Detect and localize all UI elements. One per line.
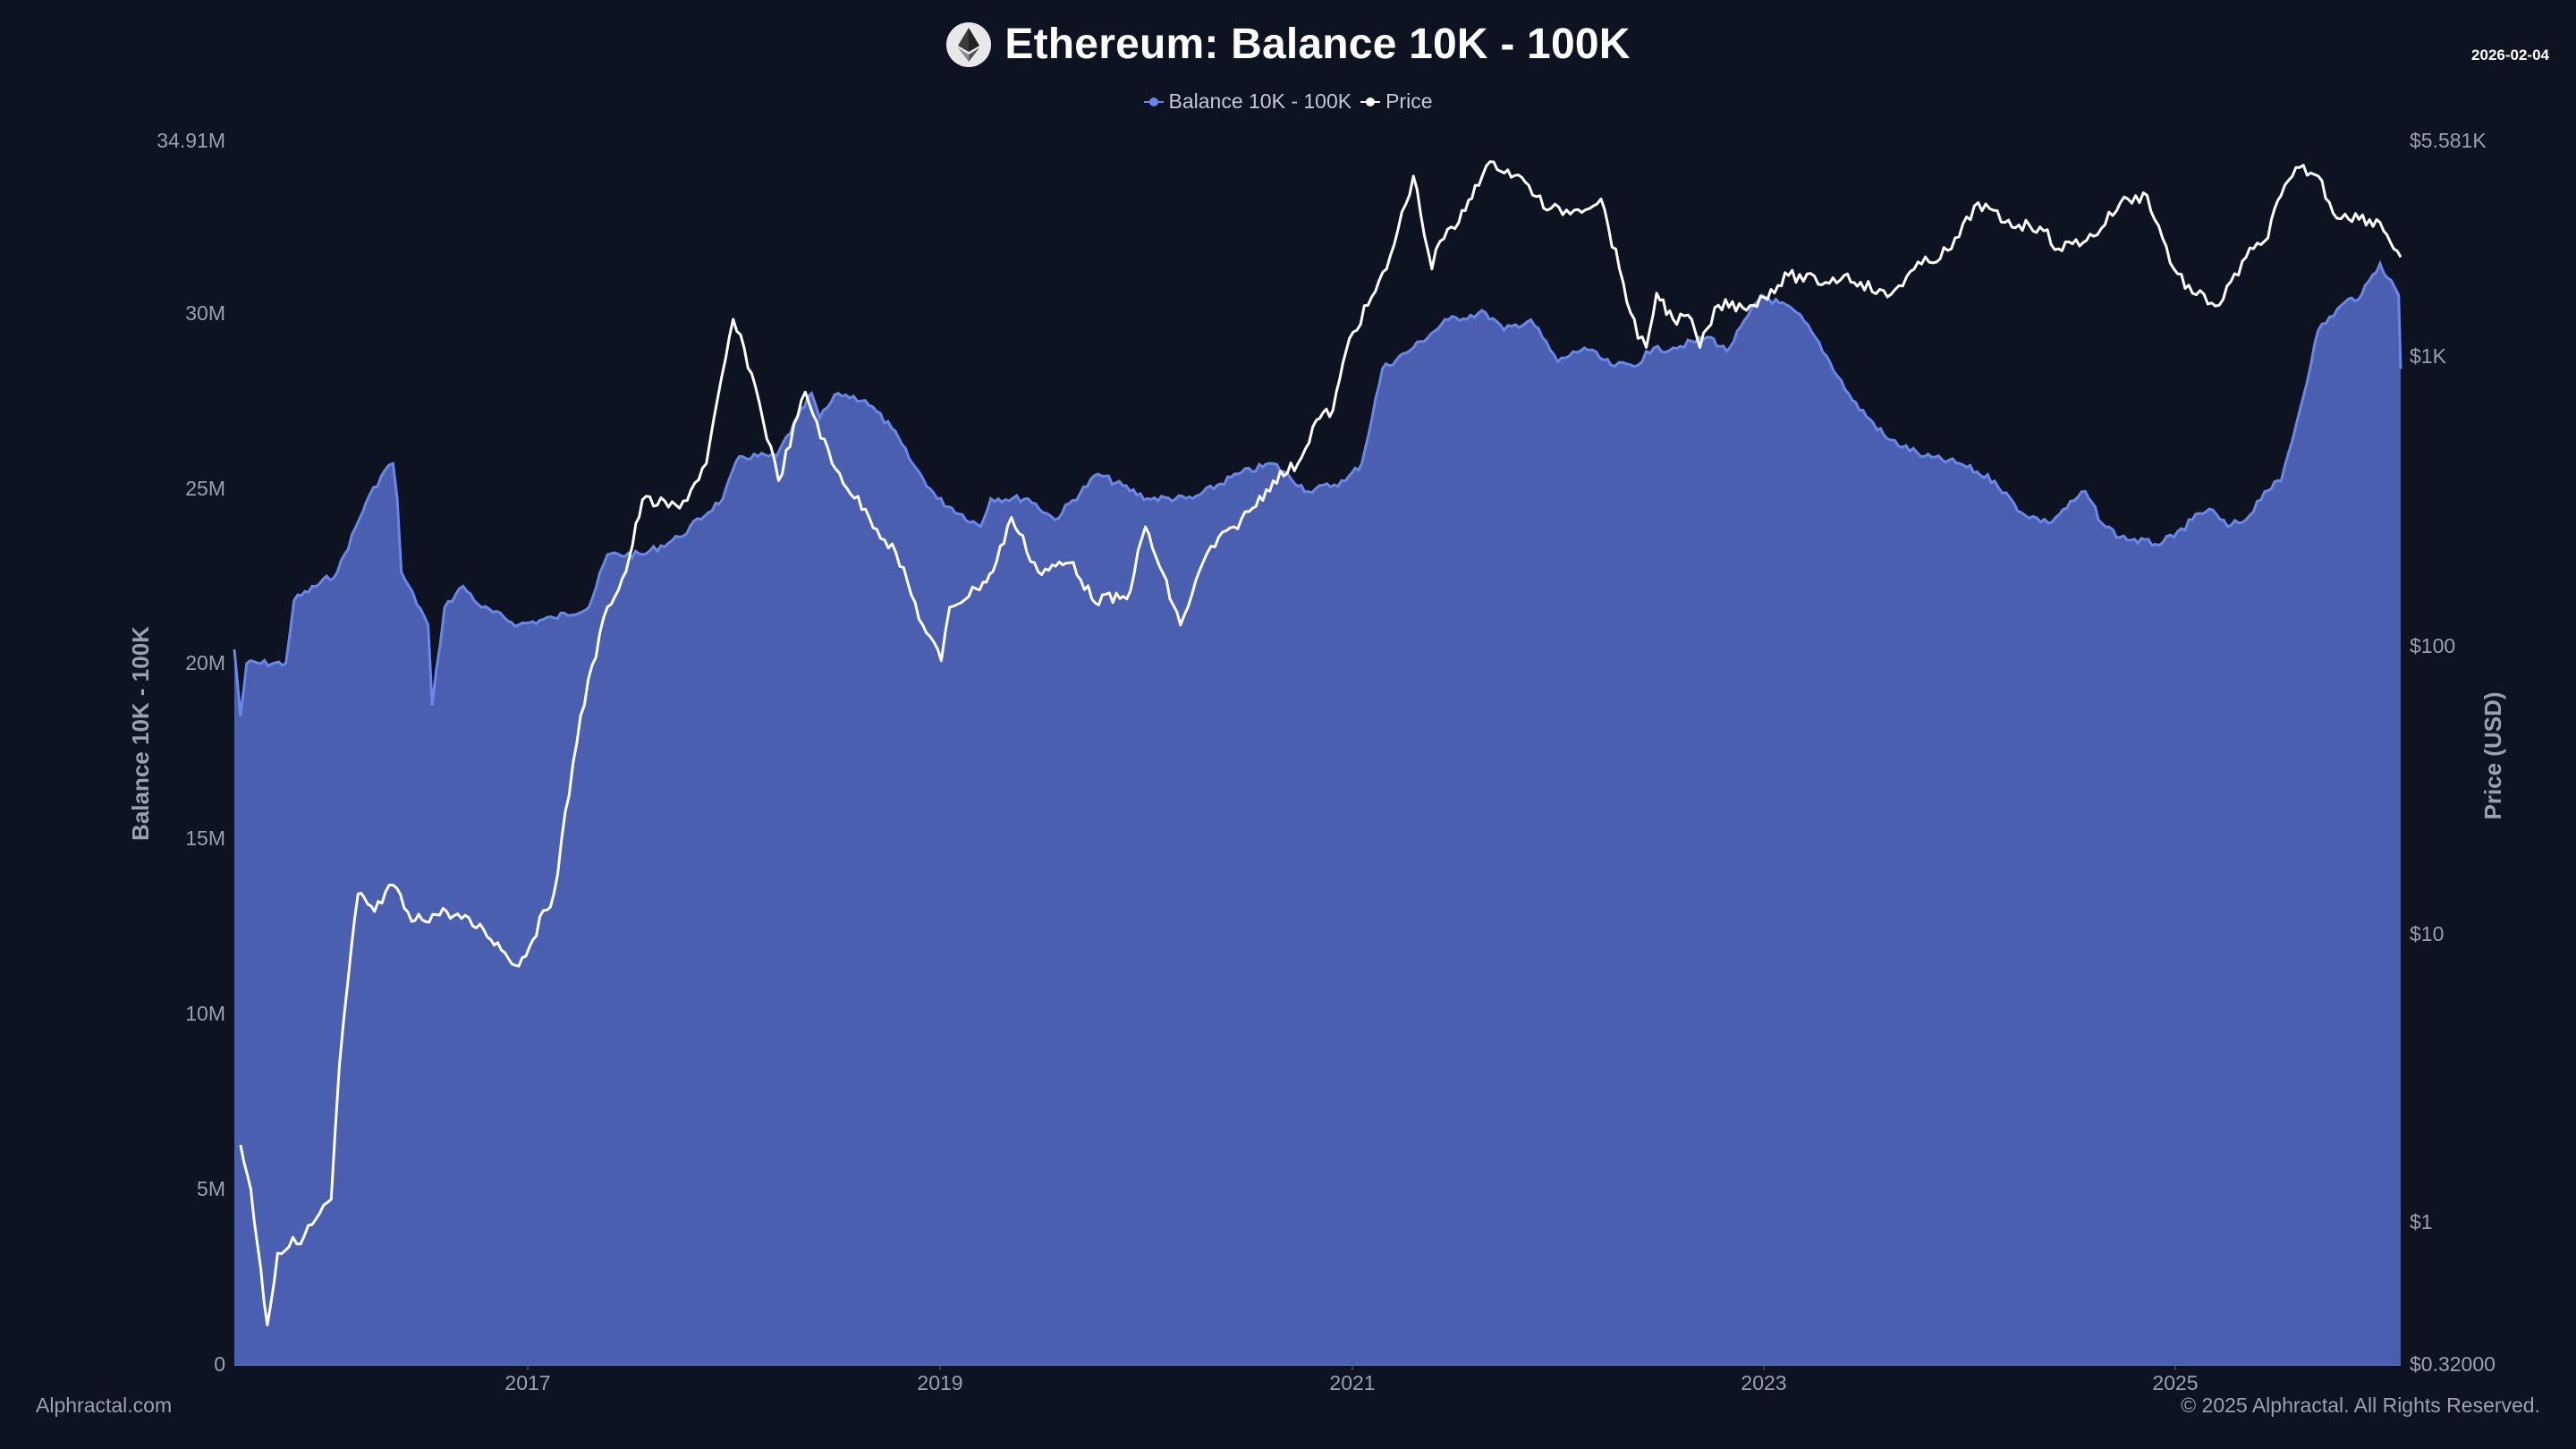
left-tick-max: 34.91M	[157, 129, 225, 152]
right-tick-min: $0.32000	[2410, 1352, 2496, 1376]
footer-copyright: © 2025 Alphractal. All Rights Reserved.	[2181, 1394, 2540, 1417]
x-tick-2017: 2017	[504, 1371, 550, 1394]
right-tick-10: $10	[2410, 922, 2444, 945]
left-tick-0: 0	[214, 1352, 225, 1376]
legend-label-price: Price	[1385, 89, 1433, 113]
right-tick-1: $1	[2410, 1210, 2433, 1233]
legend-marker-balance-icon	[1143, 97, 1164, 107]
legend: Balance 10K - 100K Price	[0, 89, 2576, 114]
legend-item-balance[interactable]: Balance 10K - 100K	[1143, 89, 1352, 114]
legend-item-price[interactable]: Price	[1360, 89, 1433, 114]
x-tick-2019: 2019	[917, 1371, 962, 1394]
x-axis: 2017 2019 2021 2023 2025	[504, 1365, 2199, 1394]
left-tick-15m: 15M	[185, 826, 225, 850]
left-tick-5m: 5M	[197, 1177, 225, 1200]
chart-title: Ethereum: Balance 10K - 100K	[1004, 21, 1631, 68]
right-axis: $0.32000 $1 $10 $100 $1K $5.581K	[2410, 129, 2496, 1376]
footer-site-link[interactable]: Alphractal.com	[36, 1394, 173, 1417]
right-tick-1k: $1K	[2410, 344, 2447, 368]
legend-label-balance: Balance 10K - 100K	[1168, 89, 1352, 113]
right-tick-max: $5.581K	[2410, 129, 2487, 152]
balance-line	[233, 259, 2402, 716]
left-axis-title: Balance 10K - 100K	[127, 626, 154, 841]
left-tick-30m: 30M	[185, 301, 225, 325]
x-tick-2023: 2023	[1741, 1371, 1786, 1394]
left-tick-25m: 25M	[185, 477, 225, 500]
price-line	[239, 160, 2402, 1326]
right-axis-title: Price (USD)	[2479, 691, 2506, 819]
left-tick-20m: 20M	[185, 651, 225, 674]
legend-marker-price-icon	[1360, 97, 1381, 107]
right-tick-100: $100	[2410, 634, 2455, 657]
balance-area	[234, 263, 2401, 1366]
x-tick-2021: 2021	[1329, 1371, 1375, 1394]
left-tick-10m: 10M	[185, 1002, 225, 1025]
ethereum-icon	[946, 21, 992, 67]
date-stamp: 2026-02-04	[2471, 47, 2549, 64]
chart-header: Ethereum: Balance 10K - 100K	[0, 20, 2576, 69]
left-axis: 0 5M 10M 15M 20M 25M 30M 34.91M	[157, 129, 225, 1376]
x-tick-2025: 2025	[2152, 1371, 2198, 1394]
